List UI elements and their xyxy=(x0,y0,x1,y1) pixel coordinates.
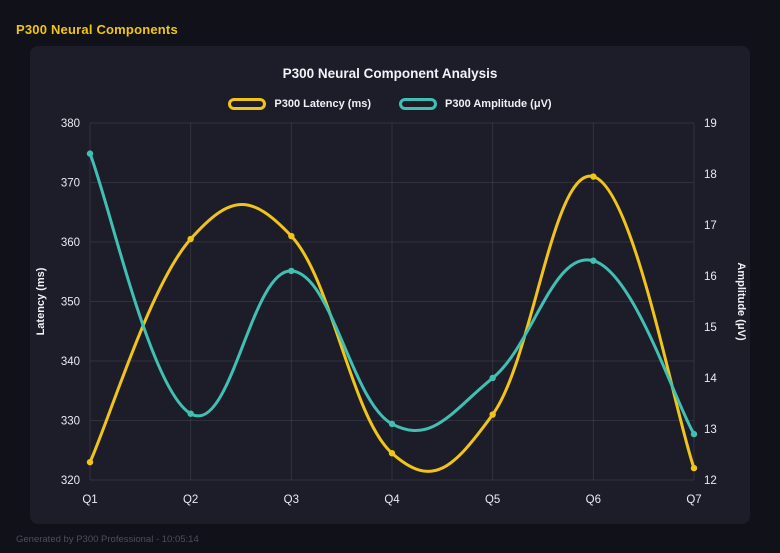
legend-label: P300 Latency (ms) xyxy=(274,98,372,110)
left-axis-title: Latency (ms) xyxy=(35,267,47,335)
data-point xyxy=(288,232,295,240)
data-point xyxy=(187,410,194,417)
svg-text:15: 15 xyxy=(704,322,717,334)
svg-text:18: 18 xyxy=(704,169,717,181)
data-point xyxy=(489,411,496,418)
data-point xyxy=(388,420,396,428)
data-point xyxy=(86,458,94,466)
data-point xyxy=(288,267,295,275)
svg-text:370: 370 xyxy=(61,178,80,190)
legend-item-latency[interactable]: P300 Latency (ms) xyxy=(228,98,371,110)
svg-text:Q7: Q7 xyxy=(686,494,701,506)
data-point xyxy=(187,235,194,243)
legend-label: P300 Amplitude (μV) xyxy=(445,98,552,110)
svg-text:380: 380 xyxy=(61,118,80,130)
svg-text:360: 360 xyxy=(61,237,80,249)
svg-text:14: 14 xyxy=(704,373,717,385)
legend-item-amplitude[interactable]: P300 Amplitude (μV) xyxy=(399,98,552,110)
data-point xyxy=(388,450,396,457)
svg-text:330: 330 xyxy=(61,416,80,428)
chart-legend: P300 Latency (ms) P300 Amplitude (μV) xyxy=(30,95,750,113)
axis-tick-labels: 320 330 340 350 360 370 380 12 13 14 15 16 17 18 19 Q1 Q… xyxy=(61,118,718,506)
svg-text:350: 350 xyxy=(61,297,80,309)
data-point xyxy=(590,173,597,180)
svg-text:13: 13 xyxy=(704,424,717,436)
data-point xyxy=(489,374,496,382)
data-point xyxy=(86,150,94,157)
axis-titles: Latency (ms) Amplitude (μV) xyxy=(35,262,747,341)
svg-text:19: 19 xyxy=(704,118,717,130)
right-axis-title: Amplitude (μV) xyxy=(735,262,747,341)
legend-swatch-icon xyxy=(228,98,267,110)
line-chart: 320 330 340 350 360 370 380 12 13 14 15 16 17 18 19 Q1 Q… xyxy=(35,118,747,506)
data-point xyxy=(590,257,597,264)
svg-text:17: 17 xyxy=(704,220,717,232)
chart-title: P300 Neural Component Analysis xyxy=(282,66,498,81)
chart-area: 320 330 340 350 360 370 380 12 13 14 15 16 17 18 19 Q1 Q… xyxy=(30,117,750,518)
svg-text:12: 12 xyxy=(704,475,717,487)
svg-text:340: 340 xyxy=(61,356,80,368)
data-point xyxy=(690,430,698,438)
legend-swatch-icon xyxy=(399,98,438,110)
svg-text:Q4: Q4 xyxy=(384,494,400,506)
svg-text:Q3: Q3 xyxy=(284,494,299,506)
svg-text:Q1: Q1 xyxy=(82,494,97,506)
chart-card: P300 Neural Component Analysis P300 Late… xyxy=(30,46,750,524)
svg-text:16: 16 xyxy=(704,271,717,283)
data-point xyxy=(690,464,698,472)
footer-text: Generated by P300 Professional - 10:05:1… xyxy=(16,534,199,545)
svg-text:Q6: Q6 xyxy=(586,494,601,506)
svg-text:Q5: Q5 xyxy=(485,494,500,506)
page-title: P300 Neural Components xyxy=(16,22,178,37)
svg-text:Q2: Q2 xyxy=(183,494,198,506)
svg-text:320: 320 xyxy=(61,475,80,487)
